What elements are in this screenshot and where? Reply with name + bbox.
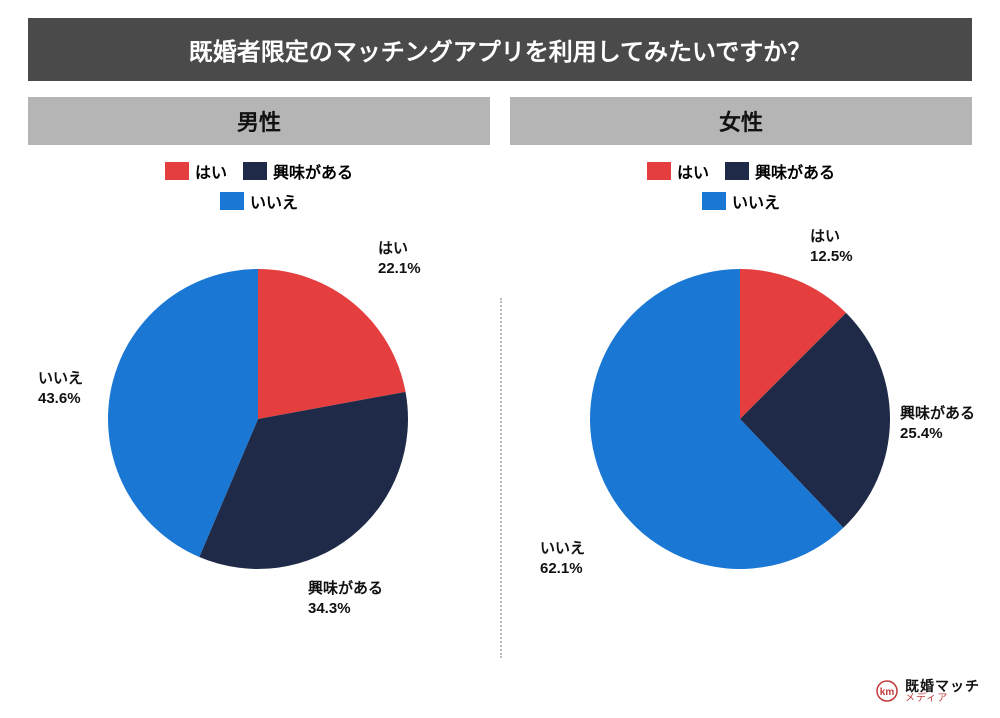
legend-swatch [165, 162, 189, 180]
callout-percent: 34.3% [308, 599, 383, 619]
logo-sub-text: メディア [905, 694, 980, 705]
callout-label: 興味がある [308, 579, 383, 599]
legend-label: はい [677, 159, 709, 183]
legend-item: いいえ [702, 189, 780, 213]
callout-label: はい [378, 239, 421, 259]
page-title: 既婚者限定のマッチングアプリを利用してみたいですか？ [28, 18, 972, 81]
legend-swatch [243, 162, 267, 180]
callout-yes: はい22.1% [378, 239, 421, 278]
pie-male: 221人343人436人はい22.1%興味がある34.3%いいえ43.6% [28, 219, 488, 639]
panel-male-heading: 男性 [28, 97, 490, 145]
callout-no: いいえ43.6% [38, 369, 83, 408]
legend-label: はい [195, 159, 227, 183]
callout-interested: 興味がある34.3% [308, 579, 383, 618]
panel-male: 男性 はい興味があるいいえ 221人343人436人はい22.1%興味がある34… [28, 97, 490, 639]
pie-female: 125人254人621人はい12.5%興味がある25.4%いいえ62.1% [510, 219, 970, 639]
logo-main-text: 既婚マッチ [905, 679, 980, 694]
panel-female: 女性 はい興味があるいいえ 125人254人621人はい12.5%興味がある25… [510, 97, 972, 639]
callout-percent: 22.1% [378, 259, 421, 279]
callout-percent: 43.6% [38, 389, 83, 409]
callout-percent: 25.4% [900, 424, 975, 444]
callout-interested: 興味がある25.4% [900, 404, 975, 443]
legend-male: はい 興味があるいいえ [28, 145, 490, 215]
legend-swatch [647, 162, 671, 180]
svg-text:km: km [880, 687, 895, 698]
legend-label: いいえ [250, 189, 298, 213]
callout-label: はい [810, 227, 853, 247]
panel-female-heading: 女性 [510, 97, 972, 145]
legend-swatch [725, 162, 749, 180]
callout-label: いいえ [38, 369, 83, 389]
callout-yes: はい12.5% [810, 227, 853, 266]
legend-swatch [702, 192, 726, 210]
legend-label: 興味がある [755, 159, 835, 183]
legend-item: はい [647, 159, 709, 183]
legend-item: いいえ [220, 189, 298, 213]
legend-swatch [220, 192, 244, 210]
callout-label: いいえ [540, 539, 585, 559]
legend-label: 興味がある [273, 159, 353, 183]
legend-female: はい 興味があるいいえ [510, 145, 972, 215]
callout-percent: 62.1% [540, 559, 585, 579]
pie-svg [28, 219, 488, 639]
callout-no: いいえ62.1% [540, 539, 585, 578]
brand-logo: km 既婚マッチ メディア [875, 679, 980, 704]
callout-label: 興味がある [900, 404, 975, 424]
legend-label: いいえ [732, 189, 780, 213]
legend-item: 興味がある [725, 159, 835, 183]
legend-item: 興味がある [243, 159, 353, 183]
legend-item: はい [165, 159, 227, 183]
callout-percent: 12.5% [810, 247, 853, 267]
panel-divider [500, 298, 502, 658]
